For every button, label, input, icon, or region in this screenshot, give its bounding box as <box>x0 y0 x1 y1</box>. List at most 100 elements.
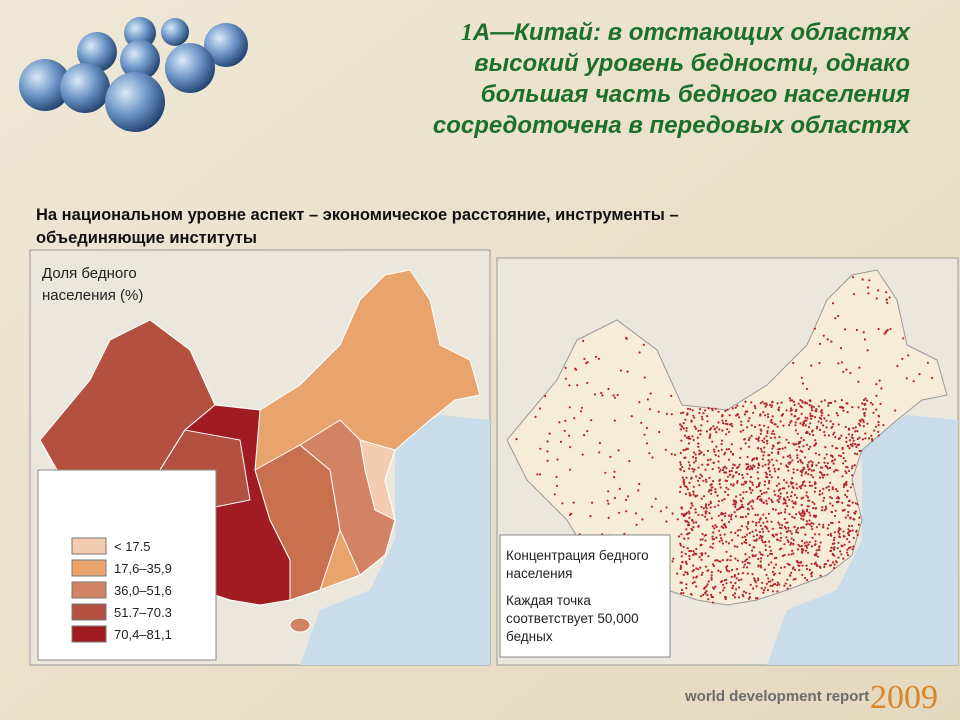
dot <box>777 500 781 503</box>
dot <box>840 361 844 364</box>
dot <box>613 476 616 479</box>
dot <box>833 548 836 551</box>
dot <box>815 408 818 411</box>
dot <box>787 485 790 488</box>
dot <box>736 480 739 483</box>
dot <box>706 449 710 453</box>
dot <box>800 517 803 520</box>
dot <box>692 576 695 579</box>
dot <box>809 514 812 517</box>
dot <box>765 582 768 586</box>
dot <box>789 456 792 459</box>
dot <box>849 486 852 489</box>
dot <box>729 450 733 453</box>
dot <box>831 561 835 564</box>
dot <box>820 400 823 403</box>
dot <box>858 449 861 453</box>
dot <box>555 484 559 487</box>
dot <box>692 414 695 417</box>
title: 1А—Китай: в отстающих областях высокий ур… <box>433 19 912 139</box>
dot <box>690 527 693 531</box>
dot <box>806 430 809 433</box>
dot <box>717 460 720 463</box>
dot <box>777 489 781 492</box>
dot <box>648 452 651 455</box>
dot <box>871 439 874 442</box>
dot <box>739 499 742 502</box>
dot <box>747 597 751 600</box>
dot <box>558 421 561 424</box>
dot <box>777 482 781 485</box>
dot <box>839 455 843 458</box>
dot <box>800 412 803 415</box>
dot <box>762 591 765 594</box>
dot <box>692 493 695 496</box>
dot <box>840 553 843 556</box>
dot <box>810 469 813 472</box>
dot <box>594 355 598 358</box>
dot <box>708 435 712 438</box>
dot <box>814 416 817 419</box>
dot <box>850 467 854 470</box>
dot <box>773 436 777 439</box>
dot <box>725 486 728 489</box>
dot <box>836 469 839 472</box>
dot <box>634 512 638 515</box>
dot <box>746 410 749 413</box>
dot <box>758 530 762 534</box>
dot <box>854 502 858 505</box>
dot <box>863 403 866 406</box>
dot <box>756 534 759 537</box>
dot <box>710 574 713 577</box>
dot <box>806 522 809 525</box>
dot <box>689 550 693 553</box>
dot <box>877 289 880 292</box>
dot <box>710 489 713 492</box>
dot <box>692 553 695 557</box>
dot <box>794 501 797 504</box>
dot <box>774 493 777 496</box>
dot <box>823 417 826 420</box>
dot <box>851 501 854 504</box>
dot <box>572 501 575 504</box>
dot <box>734 503 737 506</box>
dot <box>818 533 821 536</box>
dot <box>710 517 713 520</box>
dot <box>679 468 682 471</box>
dot <box>694 511 697 514</box>
dot <box>642 343 645 346</box>
dot <box>790 537 793 540</box>
dot <box>820 421 823 424</box>
dot <box>824 562 828 566</box>
dot <box>806 463 809 466</box>
dot <box>728 520 731 524</box>
dot <box>687 510 690 513</box>
dot <box>770 432 774 435</box>
dot <box>625 498 628 502</box>
dot <box>564 377 568 380</box>
dot <box>823 496 826 499</box>
dot <box>805 471 808 474</box>
dot <box>786 455 789 458</box>
dot <box>849 517 852 520</box>
dot <box>697 466 700 469</box>
legend-label: 36,0–51,6 <box>114 583 172 598</box>
dot <box>699 538 702 541</box>
dot <box>851 474 854 477</box>
dot <box>606 499 609 502</box>
dot <box>731 476 734 479</box>
dot <box>723 579 726 582</box>
dot <box>771 415 774 418</box>
dot <box>751 481 754 484</box>
dot <box>905 377 908 380</box>
dot <box>812 405 815 408</box>
dot <box>724 595 727 599</box>
dot <box>790 491 794 494</box>
dot <box>765 502 769 505</box>
dot <box>676 518 679 521</box>
dot <box>795 483 798 486</box>
dot <box>760 536 763 539</box>
dot <box>848 524 851 528</box>
dot <box>744 560 747 563</box>
dot <box>728 570 731 573</box>
